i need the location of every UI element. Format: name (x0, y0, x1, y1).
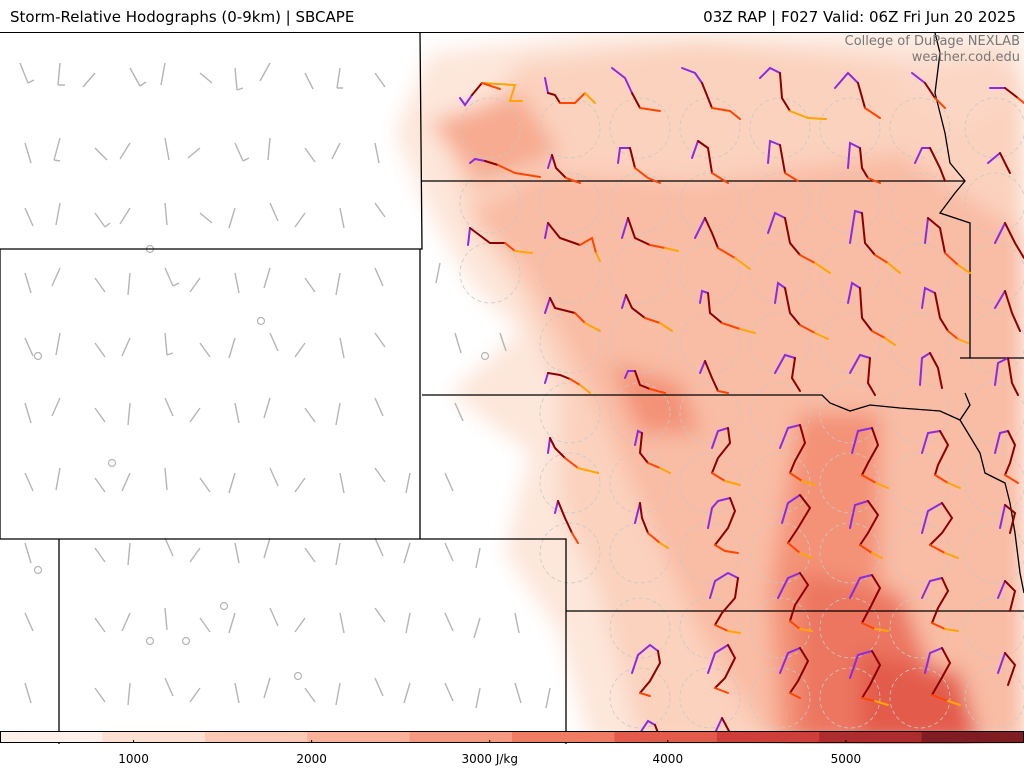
colorbar-swatch (102, 731, 206, 743)
colorbar-swatch (307, 731, 411, 743)
colorbar-swatch (0, 731, 103, 743)
credit-line-1: College of DuPage NEXLAB (844, 34, 1020, 49)
map-canvas (0, 32, 1024, 744)
colorbar-tick-label: 1000 (118, 752, 149, 766)
model-run-info: 03Z RAP | F027 Valid: 06Z Fri Jun 20 202… (703, 8, 1016, 26)
storm-relative-hodographs (459, 66, 1024, 739)
colorbar-tick-label: 3000 J/kg (461, 752, 518, 766)
cape-shading (395, 33, 1024, 744)
colorbar-swatch (614, 731, 718, 743)
colorbar-tick-label: 5000 (830, 752, 862, 766)
colorbar-swatch (204, 731, 308, 743)
colorbar-tick-label: 4000 (652, 752, 684, 766)
colorbar-swatch (819, 731, 923, 743)
cape-colorbar (0, 731, 1024, 743)
wind-barbs (19, 62, 551, 709)
colorbar-tick-label: 2000 (296, 752, 327, 766)
colorbar-swatch (409, 731, 513, 743)
colorbar-swatch (512, 731, 615, 743)
map-title: Storm-Relative Hodographs (0-9km) | SBCA… (10, 8, 355, 26)
colorbar-swatch (716, 731, 820, 743)
credit-line-2: weather.cod.edu (911, 50, 1020, 65)
colorbar-swatch (921, 731, 1024, 743)
